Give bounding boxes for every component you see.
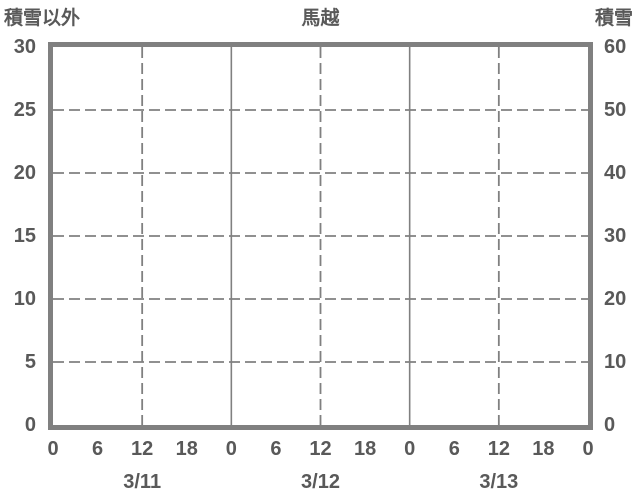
chart-title: 馬越 <box>301 8 340 29</box>
x-axis-hour-label: 0 <box>582 438 594 460</box>
x-axis-hour-label: 18 <box>175 438 198 460</box>
x-axis-hour-label: 12 <box>309 438 332 460</box>
x-axis-hour-label: 18 <box>532 438 555 460</box>
x-axis-hour-label: 0 <box>225 438 237 460</box>
left-axis-tick-label: 30 <box>13 36 36 58</box>
left-axis-tick-label: 20 <box>13 162 36 184</box>
x-axis-hour-label: 6 <box>270 438 282 460</box>
gridlines <box>53 47 588 425</box>
right-axis-tick-label: 30 <box>604 225 627 247</box>
x-axis-hour-label: 0 <box>47 438 59 460</box>
x-axis-hour-label: 6 <box>92 438 104 460</box>
x-axis-day-label: 3/12 <box>301 471 340 493</box>
x-axis-hour-label: 18 <box>353 438 377 460</box>
plot-area <box>48 42 593 430</box>
left-axis-title: 積雪以外 <box>4 8 81 29</box>
right-axis-tick-label: 10 <box>604 351 627 373</box>
right-axis-tick-label: 40 <box>604 162 627 184</box>
right-axis-tick-label: 50 <box>604 99 627 121</box>
x-axis-hour-label: 0 <box>404 438 416 460</box>
left-axis-tick-label: 0 <box>24 414 36 436</box>
right-axis-tick-label: 0 <box>604 414 616 436</box>
left-axis-tick-label: 25 <box>13 99 36 121</box>
right-axis-tick-label: 20 <box>604 288 627 310</box>
left-axis-tick-label: 15 <box>13 225 36 247</box>
left-axis-tick-label: 10 <box>13 288 36 310</box>
x-axis-hour-label: 12 <box>131 438 154 460</box>
x-axis-hour-label: 6 <box>448 438 460 460</box>
x-axis-day-label: 3/11 <box>123 471 162 493</box>
left-axis-tick-label: 5 <box>24 351 36 373</box>
x-axis-day-label: 3/13 <box>479 471 519 493</box>
right-axis-tick-label: 60 <box>604 36 627 58</box>
x-axis-hour-label: 12 <box>487 438 510 460</box>
right-axis-title: 積雪 <box>594 8 633 29</box>
